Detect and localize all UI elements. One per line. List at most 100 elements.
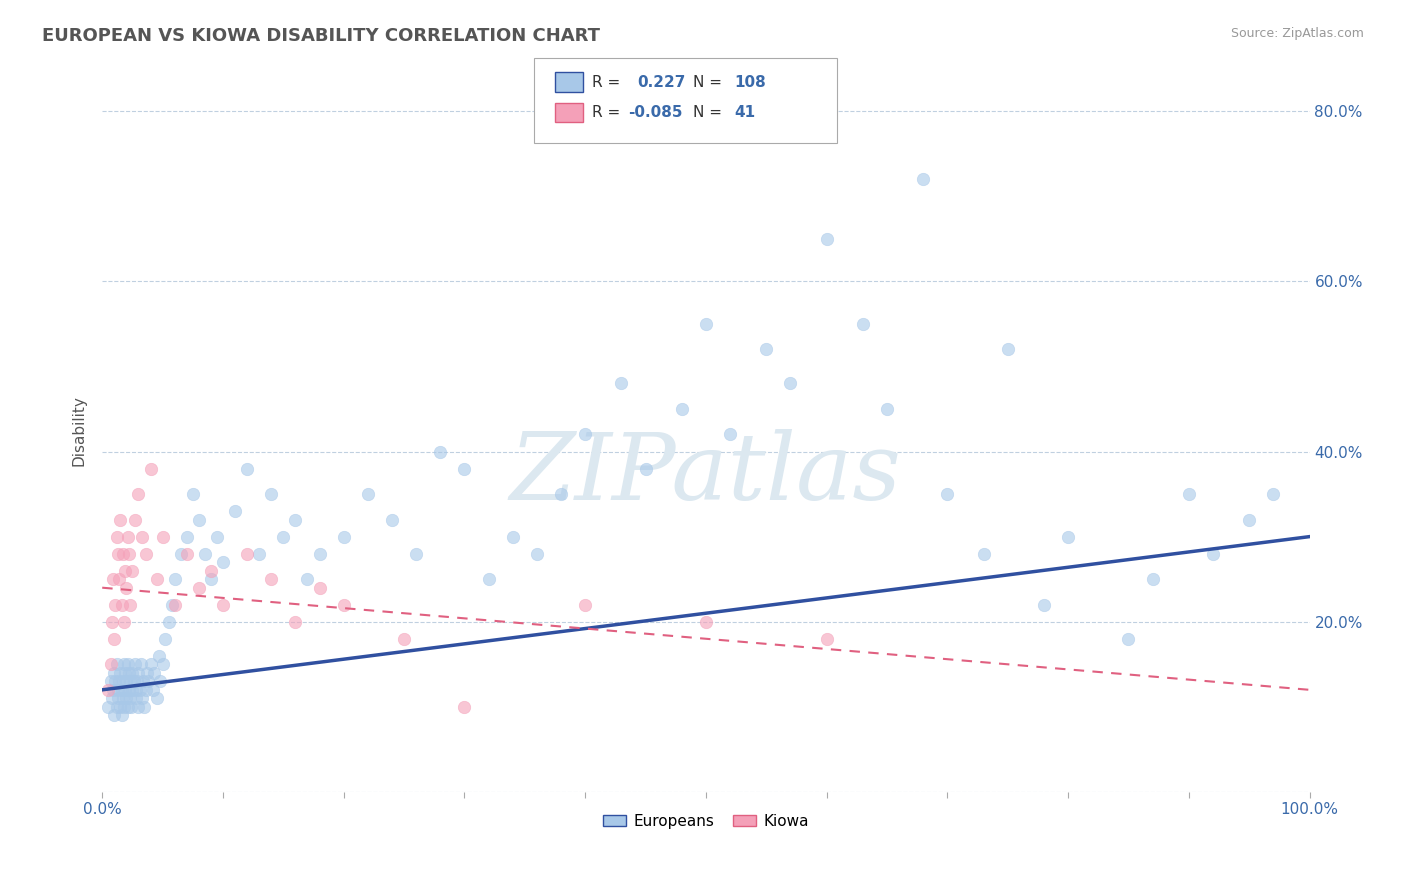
Text: 0.227: 0.227 — [637, 75, 685, 89]
Y-axis label: Disability: Disability — [72, 395, 86, 466]
Point — [122, 674, 145, 689]
Point — [308, 547, 330, 561]
Point — [187, 581, 209, 595]
Point — [139, 461, 162, 475]
Point — [526, 547, 548, 561]
Point — [163, 572, 186, 586]
Point — [149, 674, 172, 689]
Point — [332, 598, 354, 612]
Point — [101, 682, 124, 697]
Point — [212, 598, 235, 612]
Text: EUROPEAN VS KIOWA DISABILITY CORRELATION CHART: EUROPEAN VS KIOWA DISABILITY CORRELATION… — [42, 27, 600, 45]
Point — [129, 657, 152, 672]
Point — [1263, 487, 1285, 501]
Point — [236, 461, 259, 475]
Point — [815, 232, 838, 246]
Point — [139, 657, 162, 672]
Text: N =: N = — [693, 75, 723, 89]
Point — [308, 581, 330, 595]
Point — [131, 530, 153, 544]
Point — [134, 699, 156, 714]
Point — [118, 547, 141, 561]
Point — [112, 657, 135, 672]
Point — [135, 547, 157, 561]
Point — [131, 691, 153, 706]
Point — [381, 513, 404, 527]
Point — [111, 547, 134, 561]
Point — [143, 665, 166, 680]
Point — [997, 343, 1019, 357]
Point — [110, 682, 132, 697]
Text: 41: 41 — [734, 105, 755, 120]
Point — [260, 487, 283, 501]
Point — [135, 665, 157, 680]
Text: ZIPatlas: ZIPatlas — [510, 429, 901, 518]
Point — [236, 547, 259, 561]
Point — [117, 530, 139, 544]
Point — [145, 572, 167, 586]
Point — [136, 674, 159, 689]
Point — [101, 615, 124, 629]
Point — [104, 598, 127, 612]
Point — [105, 530, 128, 544]
Point — [115, 674, 138, 689]
Point — [108, 674, 131, 689]
Point — [112, 699, 135, 714]
Point — [153, 632, 176, 646]
Point — [574, 427, 596, 442]
Point — [142, 682, 165, 697]
Point — [200, 564, 222, 578]
Point — [117, 657, 139, 672]
Point — [194, 547, 217, 561]
Point — [453, 461, 475, 475]
Point — [187, 513, 209, 527]
Point — [574, 598, 596, 612]
Point — [101, 691, 124, 706]
Point — [1178, 487, 1201, 501]
Text: Source: ZipAtlas.com: Source: ZipAtlas.com — [1230, 27, 1364, 40]
Point — [125, 691, 148, 706]
Point — [176, 547, 198, 561]
Point — [105, 657, 128, 672]
Point — [121, 564, 143, 578]
Point — [610, 376, 633, 391]
Point — [162, 598, 184, 612]
Point — [107, 547, 129, 561]
Point — [118, 691, 141, 706]
Point — [104, 674, 127, 689]
Point — [114, 665, 136, 680]
Point — [100, 657, 122, 672]
Point — [118, 665, 141, 680]
Point — [112, 615, 135, 629]
Point — [132, 674, 155, 689]
Point — [176, 530, 198, 544]
Point — [114, 682, 136, 697]
Point — [103, 665, 125, 680]
Text: R =: R = — [592, 105, 620, 120]
Point — [912, 172, 935, 186]
Point — [1237, 513, 1260, 527]
Point — [152, 657, 174, 672]
Point — [101, 572, 124, 586]
Point — [212, 555, 235, 569]
Point — [550, 487, 572, 501]
Point — [127, 487, 149, 501]
Point — [815, 632, 838, 646]
Point — [852, 317, 875, 331]
Point — [695, 615, 717, 629]
Point — [110, 699, 132, 714]
Point — [1202, 547, 1225, 561]
Point — [429, 444, 451, 458]
Point — [117, 699, 139, 714]
Text: -0.085: -0.085 — [628, 105, 683, 120]
Point — [110, 665, 132, 680]
Point — [110, 513, 132, 527]
Point — [152, 530, 174, 544]
Point — [120, 699, 142, 714]
Point — [392, 632, 415, 646]
Text: R =: R = — [592, 75, 620, 89]
Point — [110, 708, 132, 723]
Point — [121, 665, 143, 680]
Point — [157, 615, 180, 629]
Point — [695, 317, 717, 331]
